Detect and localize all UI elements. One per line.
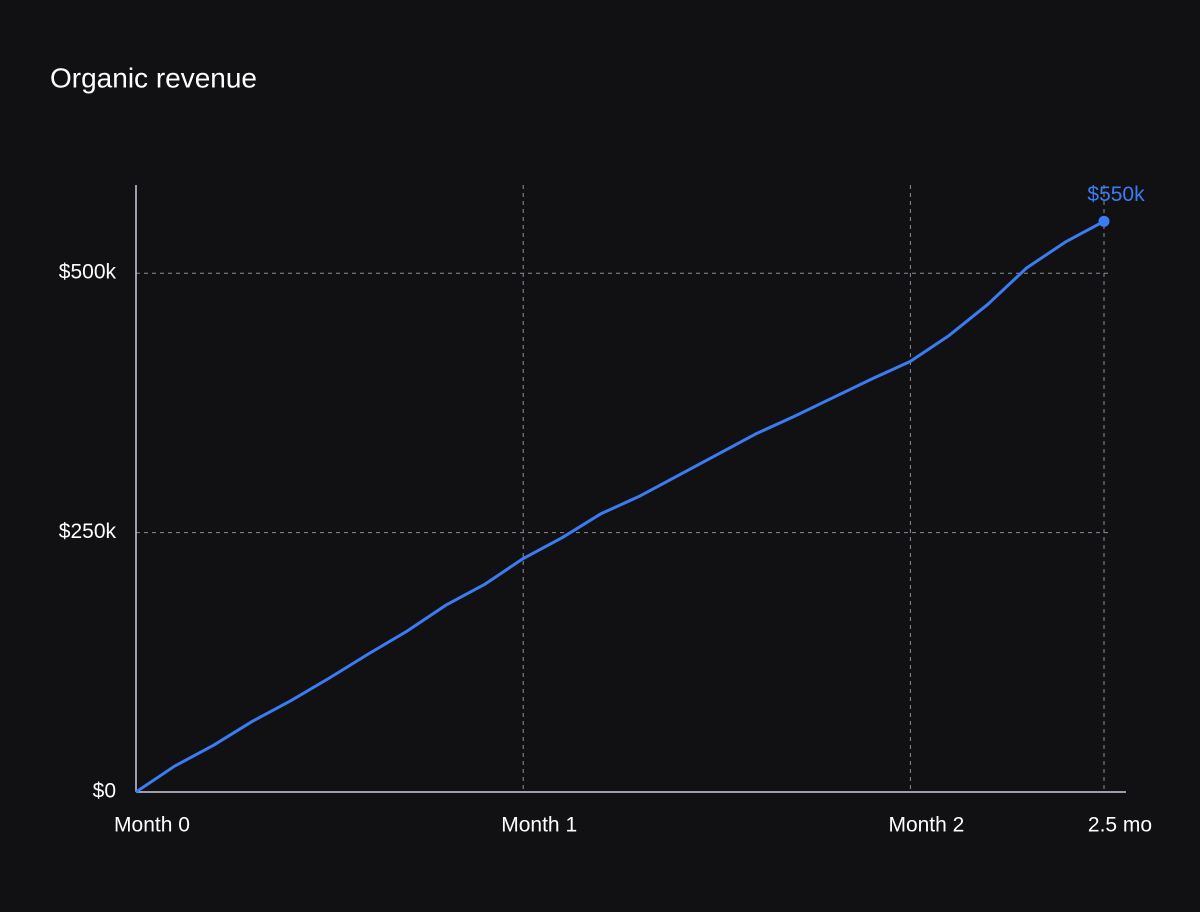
x-tick-label: Month 0 xyxy=(114,814,190,837)
x-tick-label: Month 2 xyxy=(888,814,964,837)
y-tick-label: $0 xyxy=(93,780,116,803)
y-tick-label: $500k xyxy=(59,261,117,284)
line-series xyxy=(135,219,1105,794)
x-tick-label: Month 1 xyxy=(501,814,577,837)
end-label: $550k xyxy=(1087,183,1145,206)
x-tick-label: 2.5 mo xyxy=(1088,814,1152,837)
chart-title: Organic revenue xyxy=(50,62,257,93)
end-point xyxy=(1098,215,1110,227)
y-tick-label: $250k xyxy=(59,520,117,543)
